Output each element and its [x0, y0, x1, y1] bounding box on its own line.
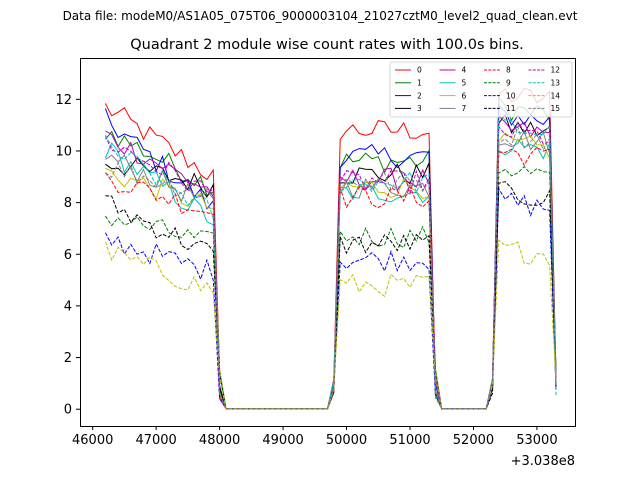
legend-label-5: 5 — [462, 79, 467, 88]
x-tick-label: 51000 — [389, 433, 430, 448]
chart-title: Quadrant 2 module wise count rates with … — [130, 37, 524, 53]
x-tick-label: 53000 — [516, 433, 557, 448]
legend-label-15: 15 — [551, 104, 561, 113]
legend-label-2: 2 — [417, 91, 422, 100]
legend-label-3: 3 — [417, 104, 422, 113]
series-line-11 — [105, 181, 557, 410]
legend-label-9: 9 — [506, 79, 511, 88]
legend-label-1: 1 — [417, 79, 422, 88]
legend-label-11: 11 — [506, 104, 516, 113]
x-tick-label: 50000 — [326, 433, 367, 448]
x-tick-label: 49000 — [262, 433, 303, 448]
x-tick-label: 48000 — [199, 433, 240, 448]
legend-label-13: 13 — [551, 79, 561, 88]
series-line-5 — [104, 138, 557, 410]
x-tick-label: 47000 — [135, 433, 176, 448]
y-tick-label: 4 — [64, 299, 72, 314]
y-axis: 0 2 4 6 8 10 12 — [55, 93, 80, 418]
figure-suptitle: Data file: modeM0/AS1A05_075T06_90000031… — [63, 9, 578, 23]
series-line-7 — [105, 130, 557, 410]
y-tick-label: 12 — [55, 93, 72, 108]
y-tick-label: 8 — [64, 196, 72, 211]
legend-label-12: 12 — [551, 66, 561, 75]
plot-frame — [80, 58, 576, 427]
series-line-10 — [104, 187, 557, 410]
series-line-0 — [104, 87, 557, 410]
legend-label-4: 4 — [462, 66, 467, 75]
series-line-3 — [105, 113, 557, 410]
series-line-13 — [104, 113, 557, 410]
x-tick-label: 46000 — [72, 433, 113, 448]
legend-label-8: 8 — [506, 66, 511, 75]
legend-frame — [389, 61, 573, 118]
y-tick-label: 2 — [64, 351, 72, 366]
x-axis: 46000 47000 48000 49000 50000 51000 52000 53000 — [72, 426, 558, 448]
x-tick-label: 52000 — [453, 433, 494, 448]
series-line-4 — [105, 115, 557, 410]
legend-label-7: 7 — [462, 104, 467, 113]
series-line-15 — [105, 125, 557, 410]
legend-label-10: 10 — [506, 91, 516, 100]
y-tick-label: 10 — [55, 144, 72, 159]
legend-label-6: 6 — [462, 91, 467, 100]
plot-layer — [104, 87, 557, 410]
series-line-14 — [104, 239, 557, 410]
series-line-9 — [104, 165, 557, 410]
legend-label-14: 14 — [551, 91, 561, 100]
legend-label-0: 0 — [417, 66, 422, 75]
y-tick-label: 6 — [64, 248, 72, 263]
series-line-12 — [104, 121, 557, 410]
series-line-8 — [105, 146, 557, 410]
series-line-6 — [105, 132, 557, 410]
y-tick-label: 0 — [64, 403, 72, 418]
x-offset-label: +3.038e8 — [511, 454, 575, 469]
series-line-1 — [105, 96, 557, 410]
